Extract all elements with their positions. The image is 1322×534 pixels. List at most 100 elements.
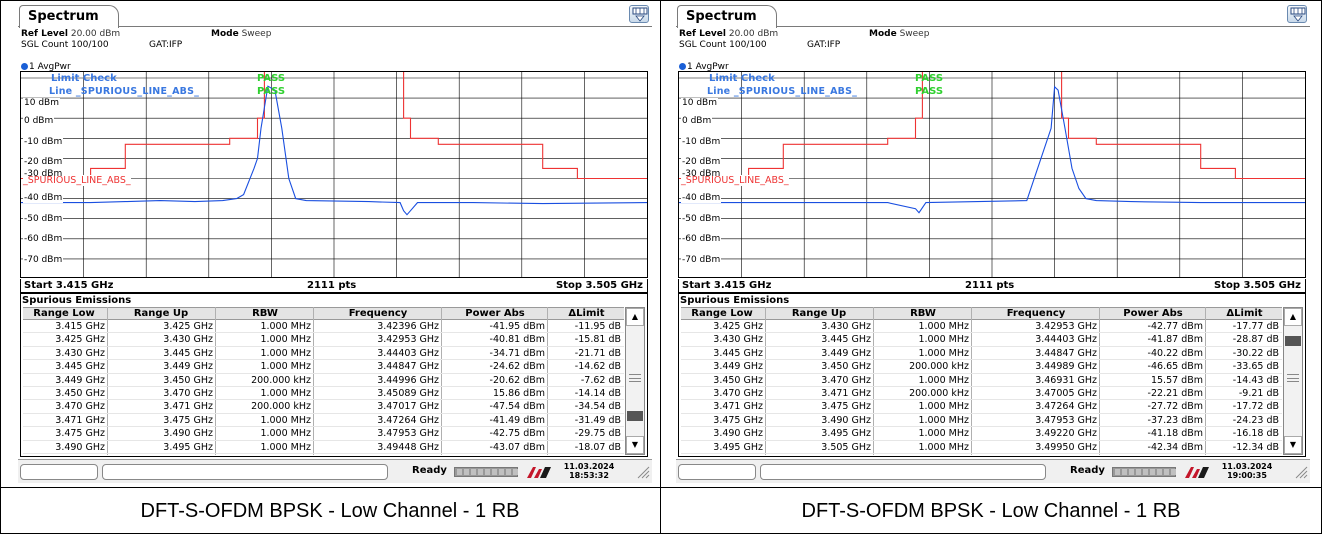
table-row[interactable]: 3.475 GHz 3.490 GHz 1.000 MHz 3.47953 GHz -3…: [681, 414, 1282, 428]
table-cell: -43.07 dBm: [489, 441, 545, 453]
progress-segment: [485, 469, 490, 475]
progress-segment: [1115, 469, 1120, 475]
resize-grip-icon[interactable]: [636, 465, 650, 479]
table-cell: 3.430 GHz: [821, 321, 871, 332]
col-delta-limit[interactable]: ΔLimit: [568, 308, 605, 319]
tab-spectrum[interactable]: Spectrum: [677, 5, 777, 28]
progress-segment: [471, 469, 476, 475]
table-row[interactable]: 3.445 GHz 3.449 GHz 1.000 MHz 3.44847 GHz -2…: [23, 360, 624, 374]
table-cell: -27.72 dBm: [1147, 401, 1203, 413]
table-row[interactable]: 3.425 GHz 3.430 GHz 1.000 MHz 3.42953 GHz -4…: [23, 333, 624, 347]
scroll-thumb[interactable]: [1285, 336, 1301, 346]
col-frequency[interactable]: Frequency: [1006, 308, 1066, 319]
table-row[interactable]: 3.449 GHz 3.450 GHz 200.000 kHz 3.44996 GHz…: [23, 374, 624, 387]
table-cell: 3.490 GHz: [821, 414, 871, 426]
table-row[interactable]: 3.425 GHz 3.430 GHz 1.000 MHz 3.42953 GHz -4…: [681, 320, 1282, 334]
status-bar: Ready 11.03.2024 18:53:32: [18, 459, 652, 483]
table-row[interactable]: 3.445 GHz 3.449 GHz 1.000 MHz 3.44847 GHz -4…: [681, 347, 1282, 361]
x-stop: Stop 3.505 GHz: [1213, 280, 1301, 291]
table-scrollbar[interactable]: ▲ ▼: [1283, 307, 1303, 455]
table-row[interactable]: 3.470 GHz 3.471 GHz 200.000 kHz 3.47005 GHz…: [681, 387, 1282, 401]
table-cell: 1.000 MHz: [918, 401, 969, 413]
scroll-down-arrow-icon[interactable]: ▼: [626, 436, 644, 454]
status-field-2[interactable]: [760, 464, 1046, 480]
col-range-up[interactable]: Range Up: [133, 308, 189, 319]
col-delta-limit[interactable]: ΔLimit: [1226, 308, 1263, 319]
scroll-up-arrow-icon[interactable]: ▲: [1284, 308, 1302, 326]
table-cell: 3.47953 GHz: [377, 428, 439, 440]
status-field-1[interactable]: [678, 464, 756, 480]
progress-segment: [1150, 469, 1155, 475]
table-cell: -24.62 dBm: [489, 361, 545, 373]
col-power-abs[interactable]: Power Abs: [1123, 308, 1183, 319]
table-cell: -21.71 dB: [574, 347, 621, 359]
col-power-abs[interactable]: Power Abs: [465, 308, 525, 319]
col-range-up[interactable]: Range Up: [791, 308, 847, 319]
table-cell: 3.449 GHz: [821, 347, 871, 359]
analyzer-screen-left: Spectrum Ref Level 20.00 dBm Mode Sweep …: [18, 3, 652, 483]
resize-grip-icon[interactable]: [1294, 465, 1308, 479]
y-tick-label: -40 dBm: [681, 193, 722, 203]
table-cell: 1.000 MHz: [918, 374, 969, 386]
table-cell: 3.430 GHz: [713, 334, 763, 346]
table-cell: 1.000 MHz: [918, 428, 969, 440]
status-field-2[interactable]: [102, 464, 388, 480]
col-rbw[interactable]: RBW: [252, 308, 278, 319]
limit-check-line: Line _SPURIOUS_LINE_ABS_: [49, 86, 200, 97]
table-cell: 3.45089 GHz: [377, 388, 439, 399]
spurious-table: Spurious Emissions Range Low Range Up RB…: [20, 293, 648, 457]
scroll-down-arrow-icon[interactable]: ▼: [1284, 436, 1302, 454]
clock: 11.03.2024 19:00:35: [1214, 462, 1280, 480]
table-cell: -34.71 dBm: [489, 347, 545, 359]
table-cell: 1.000 MHz: [918, 334, 969, 346]
tab-bar: Spectrum: [676, 3, 1310, 28]
ref-level-value: 20.00 dBm: [728, 29, 779, 39]
display-config-button[interactable]: [1287, 5, 1307, 23]
spectrum-plot[interactable]: 0 dBm -10 dBm -20 dBm -40 dBm -50 dBm -6…: [678, 71, 1306, 278]
trace-name: 1 AvgPwr: [687, 62, 729, 72]
table-row[interactable]: 3.449 GHz 3.450 GHz 200.000 kHz 3.44989 GHz…: [681, 360, 1282, 374]
table-cell: 3.471 GHz: [713, 401, 763, 413]
table-row[interactable]: 3.490 GHz 3.495 GHz 1.000 MHz 3.49448 GHz -4…: [23, 441, 624, 454]
table-row[interactable]: 3.450 GHz 3.470 GHz 1.000 MHz 3.46931 GHz 15…: [681, 374, 1282, 387]
table-row[interactable]: 3.430 GHz 3.445 GHz 1.000 MHz 3.44403 GHz -4…: [681, 333, 1282, 347]
table-row[interactable]: 3.495 GHz 3.505 GHz 1.000 MHz 3.49950 GHz -4…: [681, 441, 1282, 454]
column-separator: [215, 307, 216, 455]
col-range-low[interactable]: Range Low: [691, 308, 753, 319]
column-separator: [1205, 307, 1206, 455]
table-row[interactable]: 3.450 GHz 3.470 GHz 1.000 MHz 3.45089 GHz 15…: [23, 387, 624, 401]
y-tick-label: -30 dBm: [23, 169, 64, 179]
limit-check-title: Limit Check: [709, 73, 775, 84]
table-row[interactable]: 3.415 GHz 3.425 GHz 1.000 MHz 3.42396 GHz -4…: [23, 320, 624, 334]
table-cell: 3.450 GHz: [821, 361, 871, 373]
limit-check-result: PASS: [257, 73, 286, 84]
table-row[interactable]: 3.475 GHz 3.490 GHz 1.000 MHz 3.47953 GHz -4…: [23, 427, 624, 441]
progress-segment: [1129, 469, 1134, 475]
table-row[interactable]: 3.430 GHz 3.445 GHz 1.000 MHz 3.44403 GHz -3…: [23, 347, 624, 361]
table-cell: -34.54 dB: [574, 401, 621, 413]
table-cell: -22.21 dBm: [1147, 388, 1203, 399]
table-cell: 3.449 GHz: [713, 361, 763, 373]
status-field-1[interactable]: [20, 464, 98, 480]
col-frequency[interactable]: Frequency: [348, 308, 408, 319]
table-row[interactable]: 3.471 GHz 3.475 GHz 1.000 MHz 3.47264 GHz -2…: [681, 400, 1282, 414]
table-cell: 3.490 GHz: [713, 428, 763, 440]
col-rbw[interactable]: RBW: [910, 308, 936, 319]
y-tick-label: -10 dBm: [23, 137, 64, 147]
table-cell: -42.75 dBm: [489, 428, 545, 440]
table-row[interactable]: 3.470 GHz 3.471 GHz 200.000 kHz 3.47017 GHz…: [23, 400, 624, 414]
sweep-progress-bar: [1112, 467, 1176, 477]
table-cell: 3.450 GHz: [55, 388, 105, 399]
trace-dot-icon: [21, 63, 28, 70]
table-scrollbar[interactable]: ▲ ▼: [625, 307, 645, 455]
table-row[interactable]: 3.471 GHz 3.475 GHz 1.000 MHz 3.47264 GHz -4…: [23, 414, 624, 428]
limit-line: [679, 72, 1305, 180]
scroll-up-arrow-icon[interactable]: ▲: [626, 308, 644, 326]
table-row[interactable]: 3.490 GHz 3.495 GHz 1.000 MHz 3.49220 GHz -4…: [681, 427, 1282, 441]
tab-spectrum[interactable]: Spectrum: [19, 5, 119, 28]
scroll-thumb[interactable]: [627, 411, 643, 421]
spectrum-plot[interactable]: 0 dBm -10 dBm -20 dBm -40 dBm -50 dBm -6…: [20, 71, 648, 278]
col-range-low[interactable]: Range Low: [33, 308, 95, 319]
display-config-button[interactable]: [629, 5, 649, 23]
time: 19:00:35: [1227, 471, 1267, 480]
